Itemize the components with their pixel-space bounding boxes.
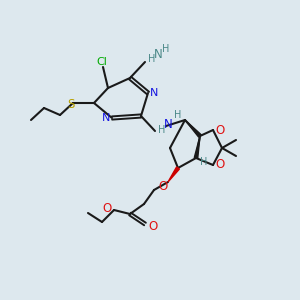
Text: H: H — [158, 125, 166, 135]
Text: N: N — [102, 113, 110, 123]
Text: H: H — [174, 110, 182, 120]
Text: N: N — [150, 88, 158, 98]
Text: O: O — [215, 124, 225, 136]
Text: O: O — [215, 158, 225, 172]
Polygon shape — [194, 136, 200, 158]
Text: Cl: Cl — [97, 57, 107, 67]
Text: N: N — [164, 118, 172, 131]
Text: S: S — [67, 98, 75, 110]
Text: O: O — [148, 220, 158, 232]
Polygon shape — [168, 167, 179, 182]
Text: O: O — [158, 179, 168, 193]
Text: H: H — [148, 54, 156, 64]
Text: N: N — [154, 47, 162, 61]
Text: O: O — [102, 202, 112, 215]
Polygon shape — [185, 120, 201, 137]
Text: H: H — [162, 44, 170, 54]
Text: H: H — [200, 157, 208, 167]
